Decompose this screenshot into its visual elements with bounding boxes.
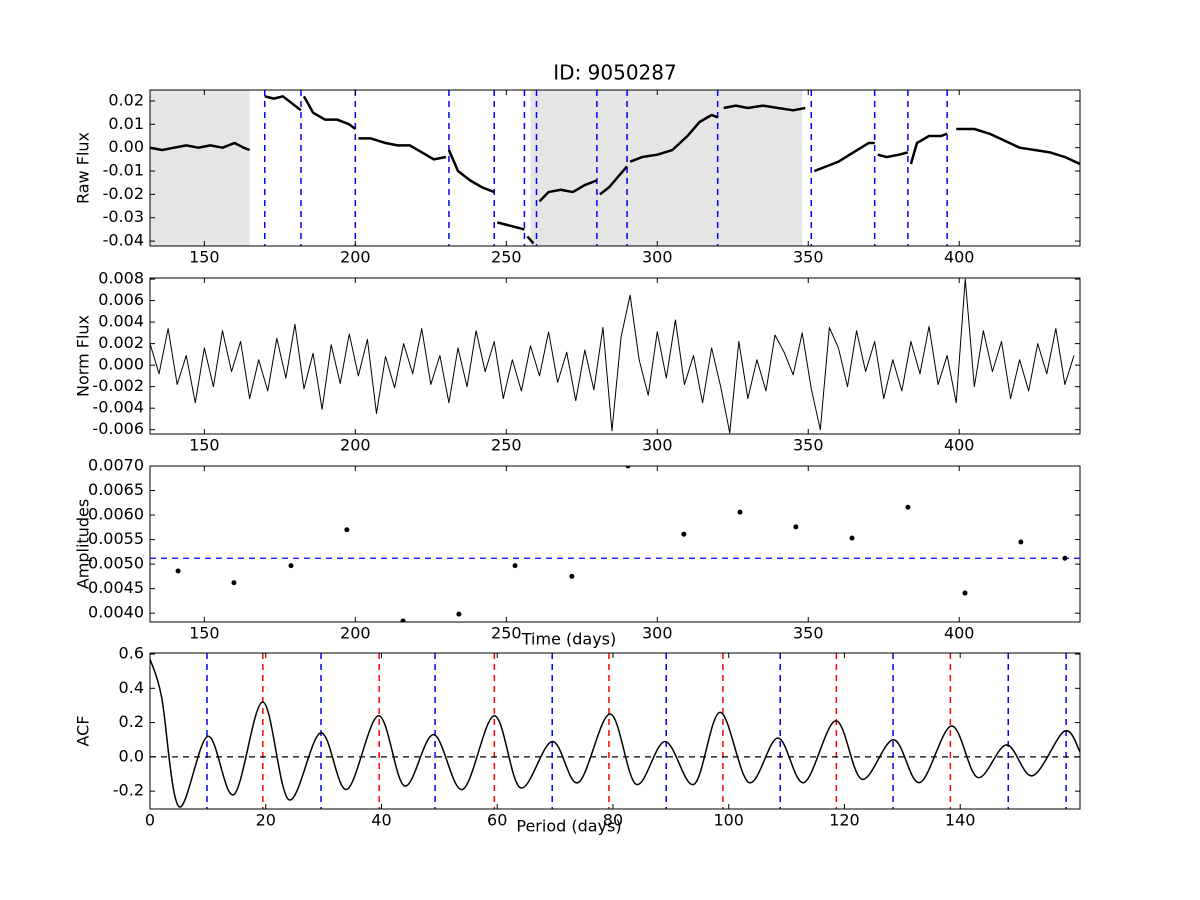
x-tick-label: 20: [256, 811, 276, 830]
data-line: [150, 658, 1080, 808]
plot-area: [150, 90, 1080, 246]
y-tick-label: 0.0040: [88, 603, 144, 622]
plot-area: [150, 653, 1080, 809]
data-point: [1018, 539, 1024, 545]
data-line: [150, 278, 1075, 434]
y-tick-label: 0.006: [98, 290, 144, 309]
x-tick-label: 150: [189, 624, 220, 643]
x-tick-label: 140: [945, 811, 976, 830]
y-tick-label: 0.00: [108, 137, 144, 156]
data-point: [344, 527, 350, 533]
y-tick-label: 0.0060: [88, 505, 144, 524]
y-tick-label: 0.2: [119, 712, 144, 731]
x-tick-label: 400: [944, 436, 975, 455]
y-tick-label: 0.6: [119, 644, 144, 663]
x-tick-label: 250: [491, 624, 522, 643]
axes-frame: [149, 277, 1081, 435]
axes-frame: [149, 652, 1081, 810]
data-point: [625, 466, 631, 469]
data-point: [231, 580, 237, 586]
x-tick-label: 200: [340, 248, 371, 267]
y-tick-label: 0.0045: [88, 578, 144, 597]
data-point: [681, 531, 687, 537]
x-tick-label: 300: [642, 436, 673, 455]
data-line: [150, 95, 1080, 245]
x-tick-label: 400: [944, 248, 975, 267]
x-tick-label: 150: [189, 436, 220, 455]
y-tick-label: 0.0055: [88, 529, 144, 548]
x-tick-label: 200: [340, 624, 371, 643]
x-tick-label: 200: [340, 436, 371, 455]
x-axis-label: Time (days): [521, 630, 617, 649]
y-tick-label: 0.0065: [88, 480, 144, 499]
data-point: [962, 590, 968, 596]
axes-frame: [149, 89, 1081, 247]
y-tick-label: 0.008: [98, 269, 144, 288]
y-axis-label: ACF: [74, 715, 93, 746]
y-tick-label: -0.004: [92, 398, 144, 417]
x-tick-label: 120: [829, 811, 860, 830]
x-tick-label: 250: [491, 436, 522, 455]
data-point: [905, 504, 911, 510]
x-tick-label: 350: [793, 624, 824, 643]
x-tick-label: 80: [603, 811, 623, 830]
x-tick-label: 150: [189, 248, 220, 267]
y-tick-label: -0.01: [103, 161, 144, 180]
x-tick-label: 300: [642, 624, 673, 643]
y-tick-label: -0.03: [103, 207, 144, 226]
data-point: [456, 611, 462, 617]
y-tick-label: 0.0070: [88, 456, 144, 475]
shaded-region: [530, 90, 803, 246]
data-point: [569, 573, 575, 579]
y-tick-label: 0.02: [108, 90, 144, 109]
y-axis-label: Norm Flux: [74, 315, 93, 397]
x-tick-label: 0: [145, 811, 155, 830]
y-tick-label: 0.002: [98, 333, 144, 352]
y-tick-label: 0.4: [119, 678, 144, 697]
x-axis-label: Period (days): [516, 817, 621, 836]
data-point: [400, 618, 406, 622]
y-tick-label: -0.04: [103, 231, 144, 250]
data-point: [175, 568, 181, 574]
plot-area: [150, 466, 1080, 622]
x-tick-label: 300: [642, 248, 673, 267]
y-axis-label: Raw Flux: [74, 132, 93, 204]
y-axis-label: Amplitudes: [74, 499, 93, 589]
y-tick-label: 0.0: [119, 746, 144, 765]
data-point: [1062, 555, 1068, 561]
y-tick-label: -0.2: [113, 781, 144, 800]
y-tick-label: 0.000: [98, 355, 144, 374]
y-tick-label: 0.0050: [88, 554, 144, 573]
y-tick-label: -0.006: [92, 419, 144, 438]
x-tick-label: 250: [491, 248, 522, 267]
x-tick-label: 350: [793, 436, 824, 455]
y-tick-label: 0.004: [98, 312, 144, 331]
axes-frame: [149, 465, 1081, 623]
data-point: [849, 535, 855, 541]
x-tick-label: 350: [793, 248, 824, 267]
data-point: [288, 563, 294, 569]
plot-area: [150, 278, 1075, 434]
x-tick-label: 40: [371, 811, 391, 830]
x-tick-label: 100: [713, 811, 744, 830]
data-point: [512, 563, 518, 569]
x-tick-label: 60: [487, 811, 507, 830]
y-tick-label: -0.002: [92, 376, 144, 395]
chart-title: ID: 9050287: [553, 61, 676, 85]
x-tick-label: 400: [944, 624, 975, 643]
y-tick-label: 0.01: [108, 114, 144, 133]
data-point: [793, 524, 799, 530]
data-point: [737, 509, 743, 515]
y-tick-label: -0.02: [103, 184, 144, 203]
shaded-region: [150, 90, 250, 246]
